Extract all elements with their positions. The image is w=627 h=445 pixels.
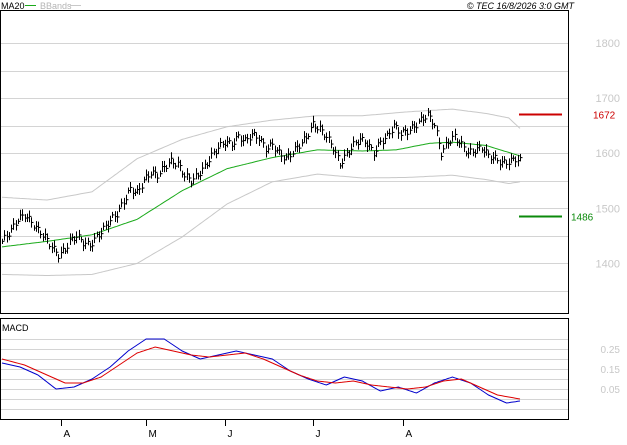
macd-path <box>1 338 521 404</box>
price-tick-label: 1800 <box>596 38 620 50</box>
bollinger-bands <box>1 108 521 276</box>
month-label: J <box>316 429 321 440</box>
macd-lines <box>1 338 521 404</box>
macd-tick-label: 0.15 <box>601 365 621 376</box>
macd-axis: 0.25 0.15 0.05 <box>601 345 621 396</box>
month-label: M <box>149 429 157 440</box>
month-label: A <box>64 429 71 440</box>
resistance-label: 1672 <box>593 111 616 122</box>
macd-tick-label: 0.25 <box>601 345 621 356</box>
ma20-path <box>1 141 521 248</box>
month-label: A <box>406 429 413 440</box>
support-label: 1486 <box>571 213 594 224</box>
copyright-text: © TEC 16/8/2026 3:0 GMT <box>467 1 576 11</box>
price-panel-border <box>0 10 569 314</box>
price-axis: 1800 1700 1600 1500 1400 <box>596 38 620 270</box>
macd-grid <box>1 339 568 410</box>
month-label: J <box>228 429 233 440</box>
macd-tick-label: 0.05 <box>601 385 621 396</box>
ma20-line <box>1 141 521 248</box>
price-tick-label: 1400 <box>596 258 620 270</box>
support-resistance-levels: 1672 1486 <box>519 111 616 224</box>
price-tick-label: 1600 <box>596 148 620 160</box>
price-grid <box>1 43 568 292</box>
signal-path <box>1 346 521 400</box>
macd-panel-border <box>0 318 569 420</box>
ma-legend-label: MA20 <box>1 1 25 11</box>
upper-band <box>1 108 521 201</box>
macd-title: MACD <box>2 323 29 333</box>
bbands-legend-label: BBands <box>40 1 72 11</box>
ohlc-bars <box>2 108 523 263</box>
lower-band <box>1 173 521 276</box>
price-tick-label: 1500 <box>596 203 620 215</box>
price-tick-label: 1700 <box>596 93 620 105</box>
